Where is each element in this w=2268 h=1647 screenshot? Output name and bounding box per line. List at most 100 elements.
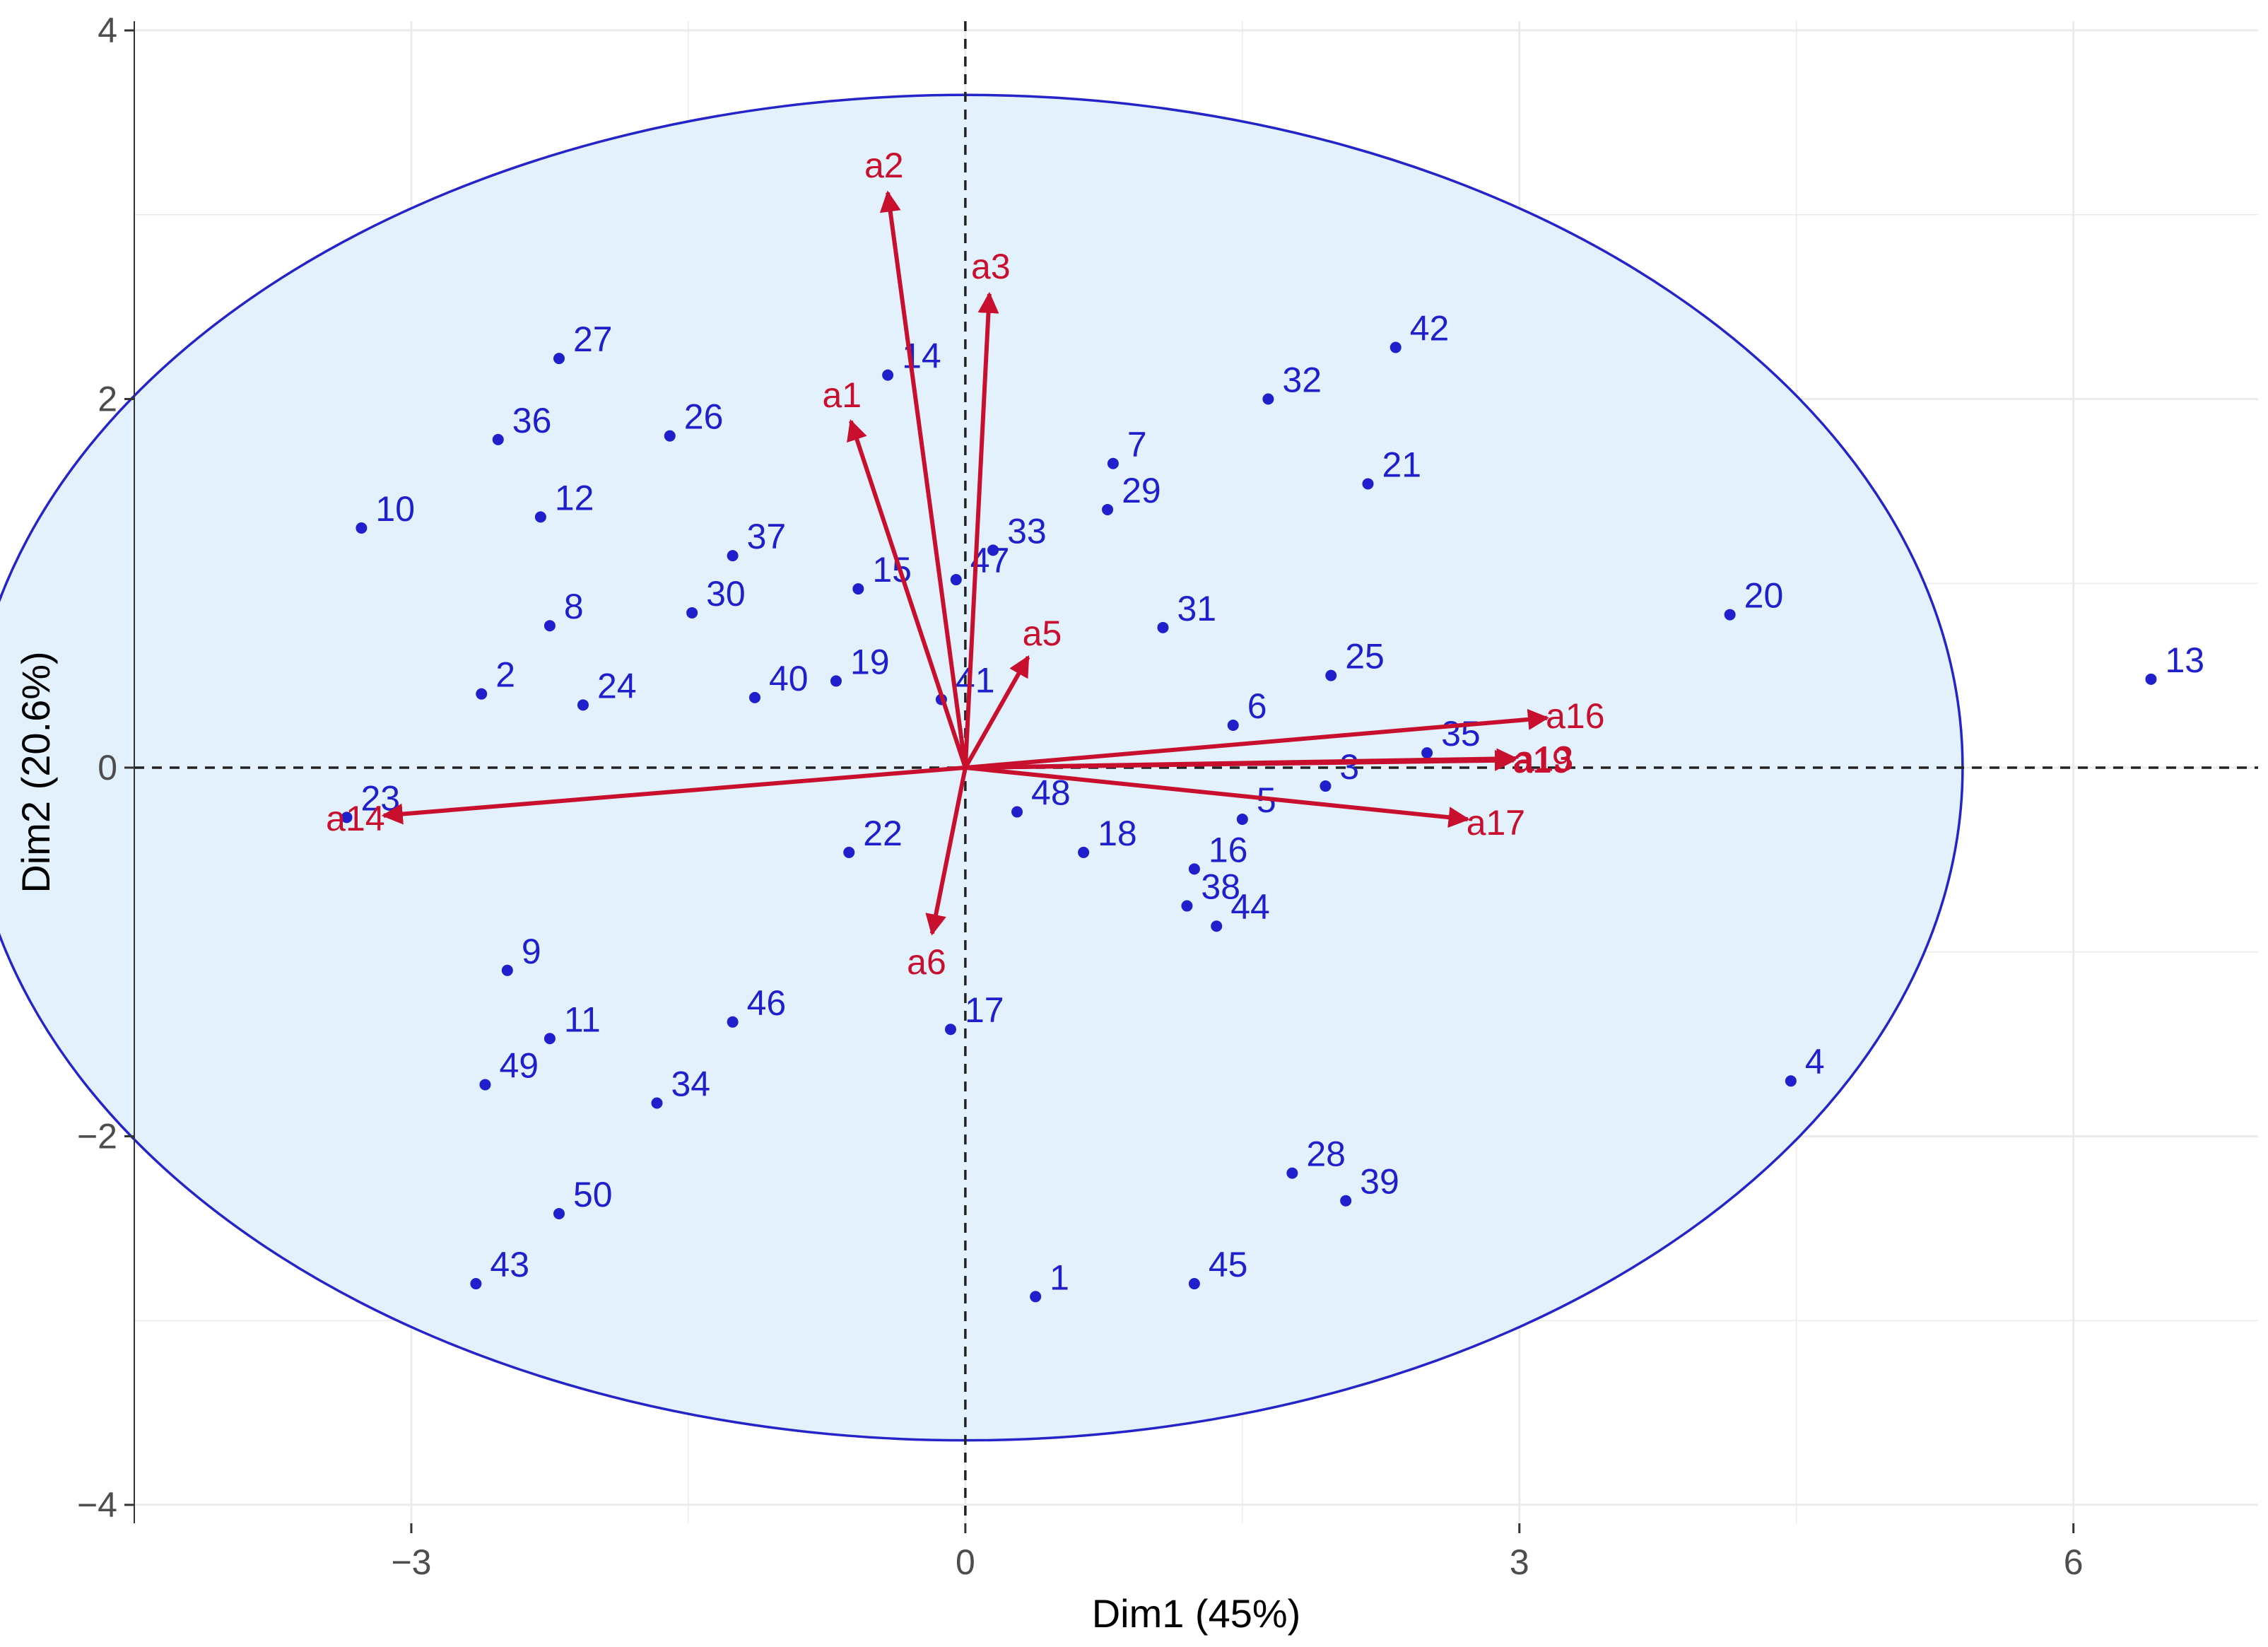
point-label-19: 19 <box>850 642 890 681</box>
point-38 <box>1181 900 1193 912</box>
point-30 <box>686 606 698 619</box>
point-45 <box>1188 1278 1200 1290</box>
point-label-27: 27 <box>573 320 613 359</box>
point-24 <box>577 699 589 711</box>
point-31 <box>1157 621 1169 633</box>
point-label-31: 31 <box>1177 589 1216 628</box>
point-label-42: 42 <box>1410 309 1450 348</box>
vector-a5 <box>963 655 1030 769</box>
point-13 <box>2145 673 2157 685</box>
point-label-18: 18 <box>1098 814 1137 853</box>
point-11 <box>544 1033 556 1045</box>
point-label-38: 38 <box>1201 867 1240 907</box>
point-label-35: 35 <box>1441 714 1481 754</box>
point-label-16: 16 <box>1209 830 1248 869</box>
point-2 <box>476 688 488 700</box>
point-7 <box>1107 457 1119 469</box>
variable-vectors: a1 a2 a3 a5 a6 a13 a14 a16 a17 a19 <box>326 146 1604 982</box>
point-27 <box>553 353 565 365</box>
vector-a16 <box>965 708 1549 770</box>
point-33 <box>987 544 999 556</box>
point-44 <box>1211 920 1223 932</box>
vector-label-a17: a17 <box>1467 803 1525 843</box>
point-48 <box>1011 806 1023 818</box>
vector-a19 <box>965 749 1516 771</box>
x-tick-label: −3 <box>391 1542 431 1582</box>
point-label-17: 17 <box>965 990 1004 1030</box>
point-label-10: 10 <box>375 489 415 529</box>
vector-label-a16: a16 <box>1546 696 1604 736</box>
point-3 <box>1320 780 1332 792</box>
vector-label-a6: a6 <box>907 942 946 982</box>
vector-a1 <box>847 418 968 768</box>
point-label-34: 34 <box>671 1065 710 1104</box>
vector-a17 <box>965 765 1470 828</box>
vector-label-a19: a19 <box>1512 741 1571 780</box>
point-21 <box>1362 478 1374 490</box>
point-label-20: 20 <box>1744 576 1784 616</box>
point-37 <box>727 550 739 562</box>
point-label-24: 24 <box>597 666 637 705</box>
point-label-9: 9 <box>522 932 541 971</box>
point-50 <box>553 1207 565 1219</box>
vector-label-a2: a2 <box>864 146 904 185</box>
point-label-12: 12 <box>555 478 594 517</box>
point-14 <box>882 369 894 381</box>
x-tick-label: 0 <box>956 1542 975 1582</box>
point-12 <box>534 511 546 523</box>
point-label-4: 4 <box>1805 1042 1825 1082</box>
point-35 <box>1421 747 1433 759</box>
point-label-50: 50 <box>573 1175 613 1214</box>
point-label-1: 1 <box>1050 1258 1069 1297</box>
point-label-37: 37 <box>747 517 787 556</box>
point-19 <box>830 675 842 687</box>
point-label-29: 29 <box>1122 471 1161 510</box>
point-25 <box>1325 669 1337 681</box>
point-4 <box>1785 1075 1797 1087</box>
vector-label-a5: a5 <box>1023 614 1062 653</box>
point-22 <box>843 846 855 858</box>
point-label-3: 3 <box>1339 747 1359 787</box>
point-label-44: 44 <box>1230 887 1270 927</box>
point-label-32: 32 <box>1282 361 1322 400</box>
point-20 <box>1724 609 1736 621</box>
x-axis-title: Dim1 (45%) <box>1092 1591 1301 1636</box>
vector-label-a1: a1 <box>822 375 862 415</box>
vector-label-a14: a14 <box>326 799 384 838</box>
point-10 <box>356 522 368 534</box>
point-47 <box>950 574 962 586</box>
point-label-22: 22 <box>863 814 903 853</box>
point-32 <box>1262 393 1274 405</box>
point-label-30: 30 <box>706 574 746 614</box>
point-label-6: 6 <box>1247 686 1267 726</box>
point-label-8: 8 <box>564 587 584 626</box>
point-label-43: 43 <box>490 1245 529 1284</box>
point-label-41: 41 <box>956 661 995 701</box>
point-9 <box>501 964 513 976</box>
point-label-49: 49 <box>499 1045 539 1085</box>
point-43 <box>470 1278 482 1290</box>
point-label-2: 2 <box>495 655 515 695</box>
point-label-40: 40 <box>769 659 809 698</box>
point-16 <box>1188 863 1200 875</box>
y-tick-label: 4 <box>98 11 117 50</box>
point-label-36: 36 <box>512 401 552 440</box>
point-18 <box>1078 846 1090 858</box>
point-1 <box>1030 1291 1042 1303</box>
point-26 <box>664 430 676 442</box>
point-39 <box>1340 1195 1352 1207</box>
point-17 <box>944 1024 956 1036</box>
point-label-33: 33 <box>1007 511 1047 551</box>
point-label-45: 45 <box>1209 1245 1248 1284</box>
y-axis-title: Dim2 (20.6%) <box>13 651 58 893</box>
point-label-46: 46 <box>747 983 787 1023</box>
point-40 <box>748 691 760 703</box>
point-label-26: 26 <box>684 397 724 437</box>
vector-a2 <box>879 190 968 768</box>
y-tick-label: 0 <box>98 748 117 787</box>
x-tick-label: 3 <box>1510 1542 1529 1582</box>
y-tick-label: 2 <box>98 380 117 419</box>
x-tick-label: 6 <box>2064 1542 2084 1582</box>
